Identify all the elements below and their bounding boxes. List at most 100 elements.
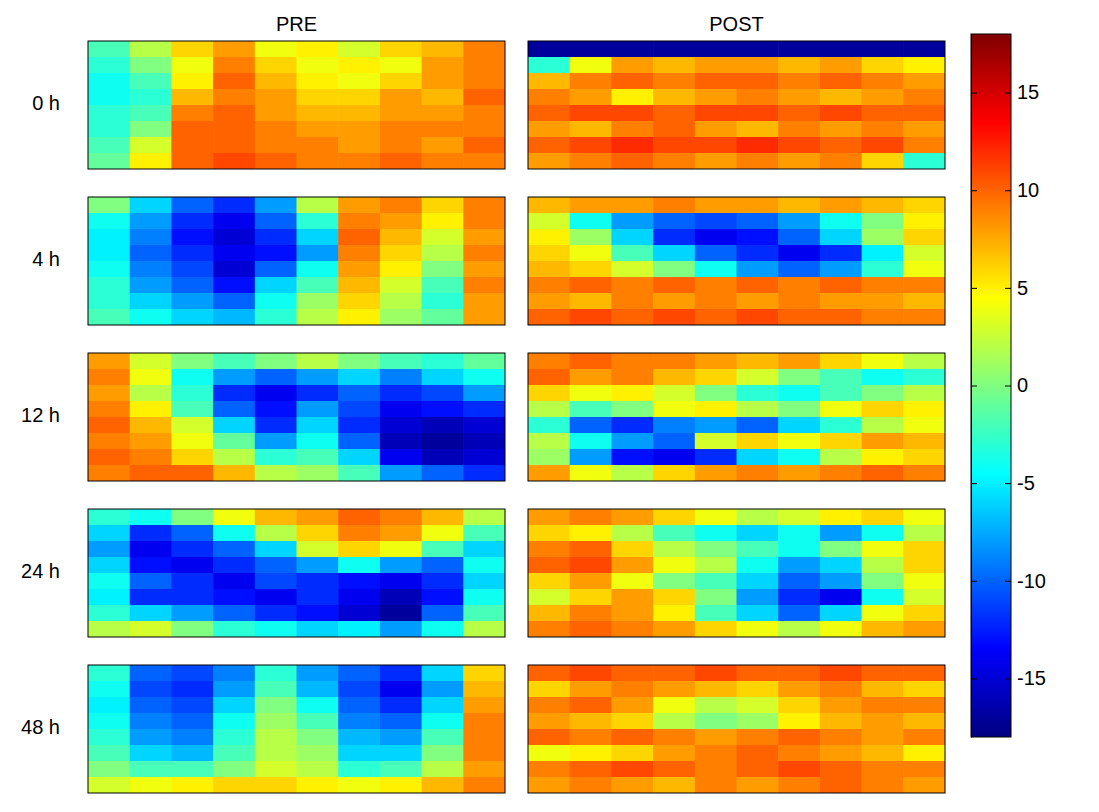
heatmap-cell [903, 261, 945, 278]
heatmap-cell [820, 353, 862, 370]
heatmap-cell [213, 449, 255, 466]
column-title: POST [709, 13, 763, 35]
heatmap-cell [570, 621, 612, 637]
heatmap-cell [653, 353, 695, 370]
heatmap-cell [903, 401, 945, 418]
heatmap-cell [255, 137, 297, 154]
heatmap-cell [130, 309, 172, 325]
panel-frame [528, 197, 945, 325]
colorbar-tick-label: 0 [1017, 374, 1028, 396]
heatmap-cell [463, 713, 505, 730]
heatmap-cell [380, 729, 422, 746]
heatmap-cell [463, 465, 505, 481]
heatmap-cell [255, 465, 297, 481]
heatmap-cell [422, 509, 464, 526]
heatmap-cell [130, 417, 172, 434]
heatmap-cell [695, 605, 737, 622]
heatmap-cell [422, 729, 464, 746]
colorbar-tick-mark [1005, 288, 1011, 289]
heatmap-cell [570, 665, 612, 682]
heatmap-cell [297, 665, 339, 682]
heatmap-cell [737, 449, 779, 466]
colorbar-tick-mark [971, 93, 977, 94]
heatmap-cell [171, 197, 213, 214]
heatmap-cell [380, 541, 422, 558]
heatmap-cell [528, 309, 570, 325]
heatmap-cell [903, 729, 945, 746]
heatmap-cell [171, 369, 213, 386]
heatmap-cell [778, 465, 820, 481]
heatmap-cell [611, 573, 653, 590]
heatmap-cell [653, 729, 695, 746]
heatmap-cell [213, 105, 255, 122]
heatmap-cell [903, 449, 945, 466]
heatmap-cell [778, 525, 820, 542]
heatmap-cell [88, 433, 130, 450]
heatmap-cell [88, 213, 130, 230]
heatmap-cell [528, 73, 570, 90]
heatmap-cell [297, 465, 339, 481]
heatmap-cell [778, 57, 820, 74]
colorbar-tick: -15 [971, 667, 1046, 689]
heatmap-cell [695, 245, 737, 262]
heatmap-cell [130, 605, 172, 622]
heatmap-cell [297, 745, 339, 762]
heatmap-cell [463, 277, 505, 294]
heatmap-cell [903, 525, 945, 542]
heatmap-cell [903, 229, 945, 246]
heatmap-cell [338, 89, 380, 106]
heatmap-cell [611, 73, 653, 90]
heatmap-cell [653, 73, 695, 90]
heatmap-cell [570, 57, 612, 74]
colorbar-tick-label: -10 [1017, 570, 1046, 592]
colorbar-tick-mark [971, 581, 977, 582]
heatmap-cell [463, 665, 505, 682]
heatmap-cell [463, 729, 505, 746]
heatmap-cell [653, 589, 695, 606]
heatmap-cell [422, 277, 464, 294]
heatmap-cell [903, 557, 945, 574]
heatmap-cell [422, 57, 464, 74]
heatmap-cell [903, 41, 945, 58]
heatmap-cell [778, 197, 820, 214]
heatmap-cell [171, 417, 213, 434]
heatmap-panel [88, 41, 505, 169]
heatmap-panel [528, 665, 945, 793]
heatmap-cell [171, 621, 213, 637]
heatmap-cell [297, 605, 339, 622]
heatmap-cell [213, 465, 255, 481]
heatmap-cell [380, 41, 422, 58]
heatmap-cell [255, 245, 297, 262]
heatmap-cell [570, 245, 612, 262]
heatmap-cell [130, 681, 172, 698]
heatmap-cell [820, 541, 862, 558]
heatmap-cell [297, 401, 339, 418]
heatmap-cell [695, 557, 737, 574]
colorbar-tick-mark [971, 288, 977, 289]
heatmap-cell [653, 277, 695, 294]
heatmap-cell [903, 293, 945, 310]
heatmap-cell [213, 509, 255, 526]
heatmap-cell [653, 213, 695, 230]
heatmap-cell [653, 57, 695, 74]
heatmap-cell [778, 245, 820, 262]
heatmap-cell [778, 509, 820, 526]
heatmap-cell [903, 137, 945, 154]
heatmap-panel [88, 353, 505, 481]
heatmap-cell [862, 665, 904, 682]
heatmap-cell [422, 137, 464, 154]
heatmap-cell [862, 401, 904, 418]
heatmap-cell [653, 433, 695, 450]
heatmap-cell [695, 309, 737, 325]
heatmap-cell [171, 525, 213, 542]
heatmap-cell [528, 665, 570, 682]
heatmap-cell [88, 401, 130, 418]
heatmap-cell [422, 401, 464, 418]
colorbar-frame [971, 34, 1011, 737]
heatmap-cell [297, 293, 339, 310]
heatmap-cell [570, 293, 612, 310]
heatmap-cell [903, 681, 945, 698]
heatmap-cell [297, 121, 339, 138]
colorbar-tick-mark [971, 190, 977, 191]
heatmap-cell [570, 417, 612, 434]
